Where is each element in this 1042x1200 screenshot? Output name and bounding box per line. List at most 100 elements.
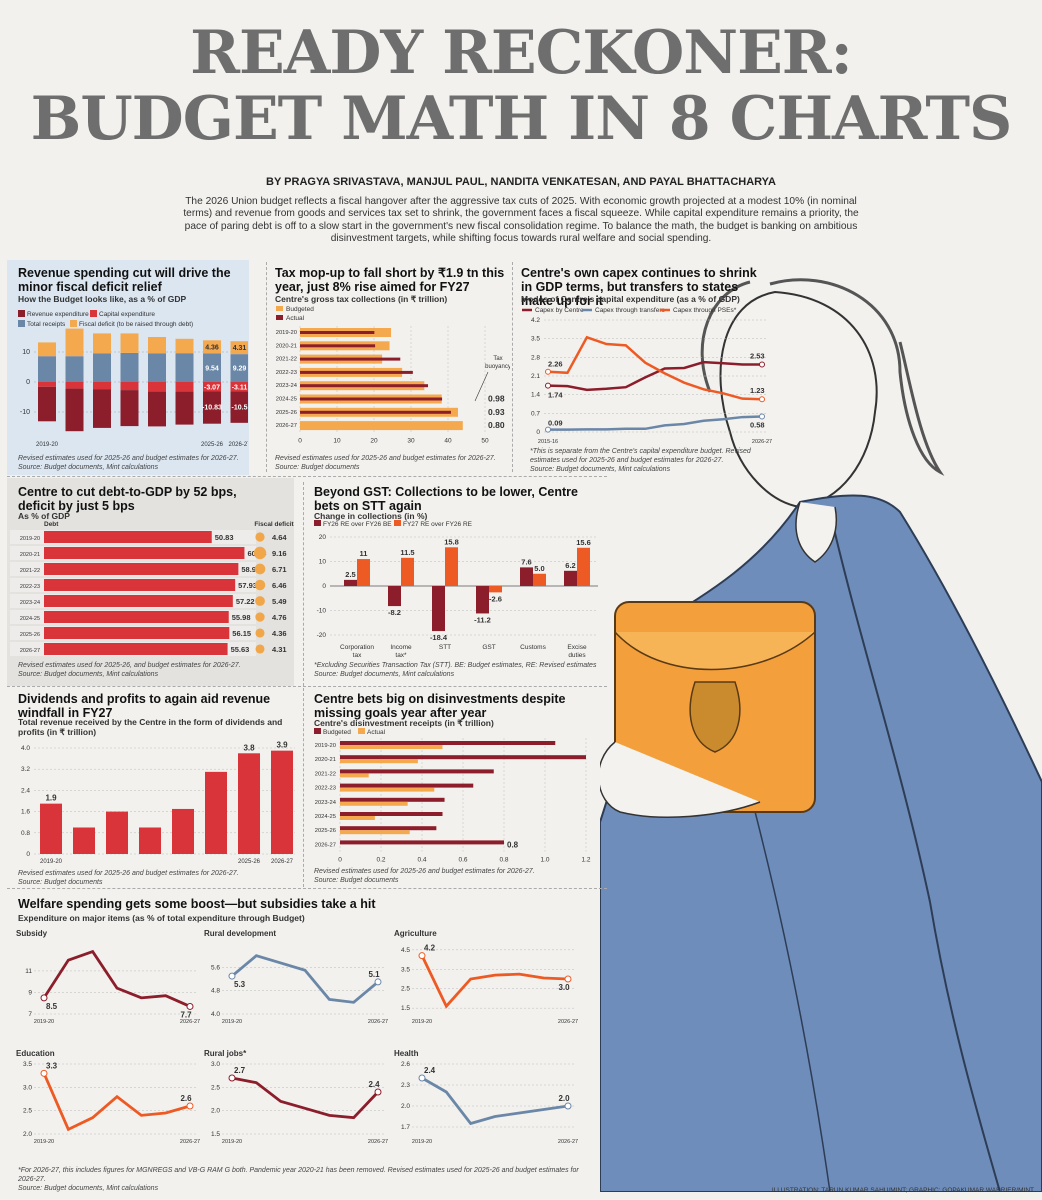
bar-actual [300,384,429,388]
separator [512,262,513,472]
endpoint-marker [40,1069,48,1077]
x-tick: 2026-27 [752,439,772,445]
x-tick: 2019-20 [36,442,59,448]
legend-label: FY26 RE over FY26 BE [323,521,392,528]
x-tick: 2026-27 [368,1019,388,1025]
y-tick: 3.2 [21,766,30,773]
series-line [420,955,569,1009]
legend-label: Revenue expenditure [27,311,89,318]
bar-debt [44,531,212,543]
y-tick: 2.1 [531,373,540,380]
y-tick: 7 [28,1011,32,1018]
series-line [547,335,763,401]
bubble-fiscal-deficit [255,612,265,622]
y-tick: 2024-25 [315,814,336,820]
finance-minister-illustration [600,278,1042,1192]
y-tick: 2.6 [401,1061,410,1068]
y-tick: -10 [20,409,30,416]
data-label: 4.36 [272,629,287,638]
dividends-chart: 0 0.8 1.6 2.4 3.2 4.0 1.9 3.8 3.9 2019-20 2025-26 2… [21,741,295,865]
y-tick: 2021-22 [276,357,297,363]
x-tick: Income [390,644,412,651]
y-tick: 0 [26,379,30,386]
y-tick: 2026-27 [20,648,40,654]
data-label: -2.6 [489,594,502,603]
legend-swatch [70,320,77,327]
bar-total-receipts [93,353,111,382]
data-label: 3.0 [558,983,570,992]
bar-fy27 [445,547,458,586]
tax-title: Tax mop-up to fall short by ₹1.9 tn this… [275,266,505,294]
series-line [421,1076,569,1126]
buoyancy-value: 0.98 [488,394,505,404]
y-tick: 2021-22 [315,771,336,777]
series-line [548,415,763,431]
y-tick: 4.2 [531,317,540,324]
y-tick: 1.5 [401,1005,410,1012]
y-tick: 1.7 [401,1124,410,1131]
note-text: Revised estimates used for 2025-26 and b… [275,455,496,462]
data-label: 15.6 [576,538,591,547]
source-text: Source: Budget documents, Mint calculati… [530,466,671,473]
endpoint-marker [186,1002,194,1010]
data-label: -10.5 [232,405,248,412]
bar-actual [300,357,401,361]
data-label: 11 [360,549,368,558]
bar-fy26 [476,586,489,614]
source-text: Source: Budget documents [314,877,399,884]
dividends-subtitle: Total revenue received by the Centre in … [18,717,283,737]
x-tick: 2019-20 [34,1019,54,1025]
endpoint-marker [759,361,765,368]
bar-fy27 [401,557,414,586]
y-tick: 3.0 [23,1084,32,1091]
bar-total-receipts [148,353,166,382]
bar-revenue-expenditure [203,391,221,424]
endpoint-marker [228,972,236,980]
y-tick: 3.5 [531,336,540,343]
bar-debt [44,627,230,639]
legend-label: Actual [286,315,305,322]
legend-label: Total receipts [27,321,66,328]
y-tick: 4.0 [211,1011,220,1018]
data-label: 4.2 [424,944,436,953]
data-label: 5.3 [234,980,246,989]
bar-debt [44,547,245,559]
intro-text: The 2026 Union budget reflects a fiscal … [183,196,859,245]
title-line-2: BUDGET MATH IN 8 CHARTS [30,84,1013,154]
data-label: 6.2 [565,561,575,570]
y-tick: 2020-21 [315,757,336,763]
panel-title: Education [16,1049,55,1058]
capex-title: Centre's own capex continues to shrink i… [521,266,757,308]
y-tick: 2019-20 [276,330,297,336]
data-label: 8.5 [46,1002,58,1011]
bar-revenue-expenditure [120,390,139,427]
legend-swatch [18,320,25,327]
x-tick: 2019-20 [40,859,63,865]
bubble-fiscal-deficit [255,644,265,654]
bar-actual [300,397,443,401]
bar-fiscal-deficit [148,337,166,354]
y-tick: 2.5 [401,986,410,993]
bar-fiscal-deficit [120,333,139,353]
bar-budgeted [340,741,556,745]
revenue-chart: Revenue expenditure Capital expenditure To… [18,310,248,448]
endpoint-marker [759,396,765,403]
bubble-fiscal-deficit [255,628,265,638]
y-tick: 2022-23 [315,786,336,792]
bar-debt [44,563,239,575]
y-tick: 2025-26 [315,828,336,834]
debt-note: Revised estimates used for 2025-26, and … [18,661,241,679]
y-tick: 0.7 [531,410,540,417]
y-tick: 1.6 [21,809,30,816]
bubble-fiscal-deficit [254,579,266,591]
bar-dividends [172,808,194,854]
x-tick: 1.0 [540,857,549,864]
data-label: 2.0 [558,1094,570,1103]
x-tick: 2026-27 [271,859,294,865]
debt-title: Centre to cut debt-to-GDP by 52 bps, def… [18,485,237,513]
x-tick: 1.2 [581,857,590,864]
data-label: 5.49 [272,597,287,606]
bar-capital-expenditure [65,382,84,389]
disinvest-chart: Budgeted Actual 0 0.2 0.4 0.6 0.8 1.0 1.2 2019-20… [314,728,591,864]
y-tick: 4.0 [21,745,30,752]
